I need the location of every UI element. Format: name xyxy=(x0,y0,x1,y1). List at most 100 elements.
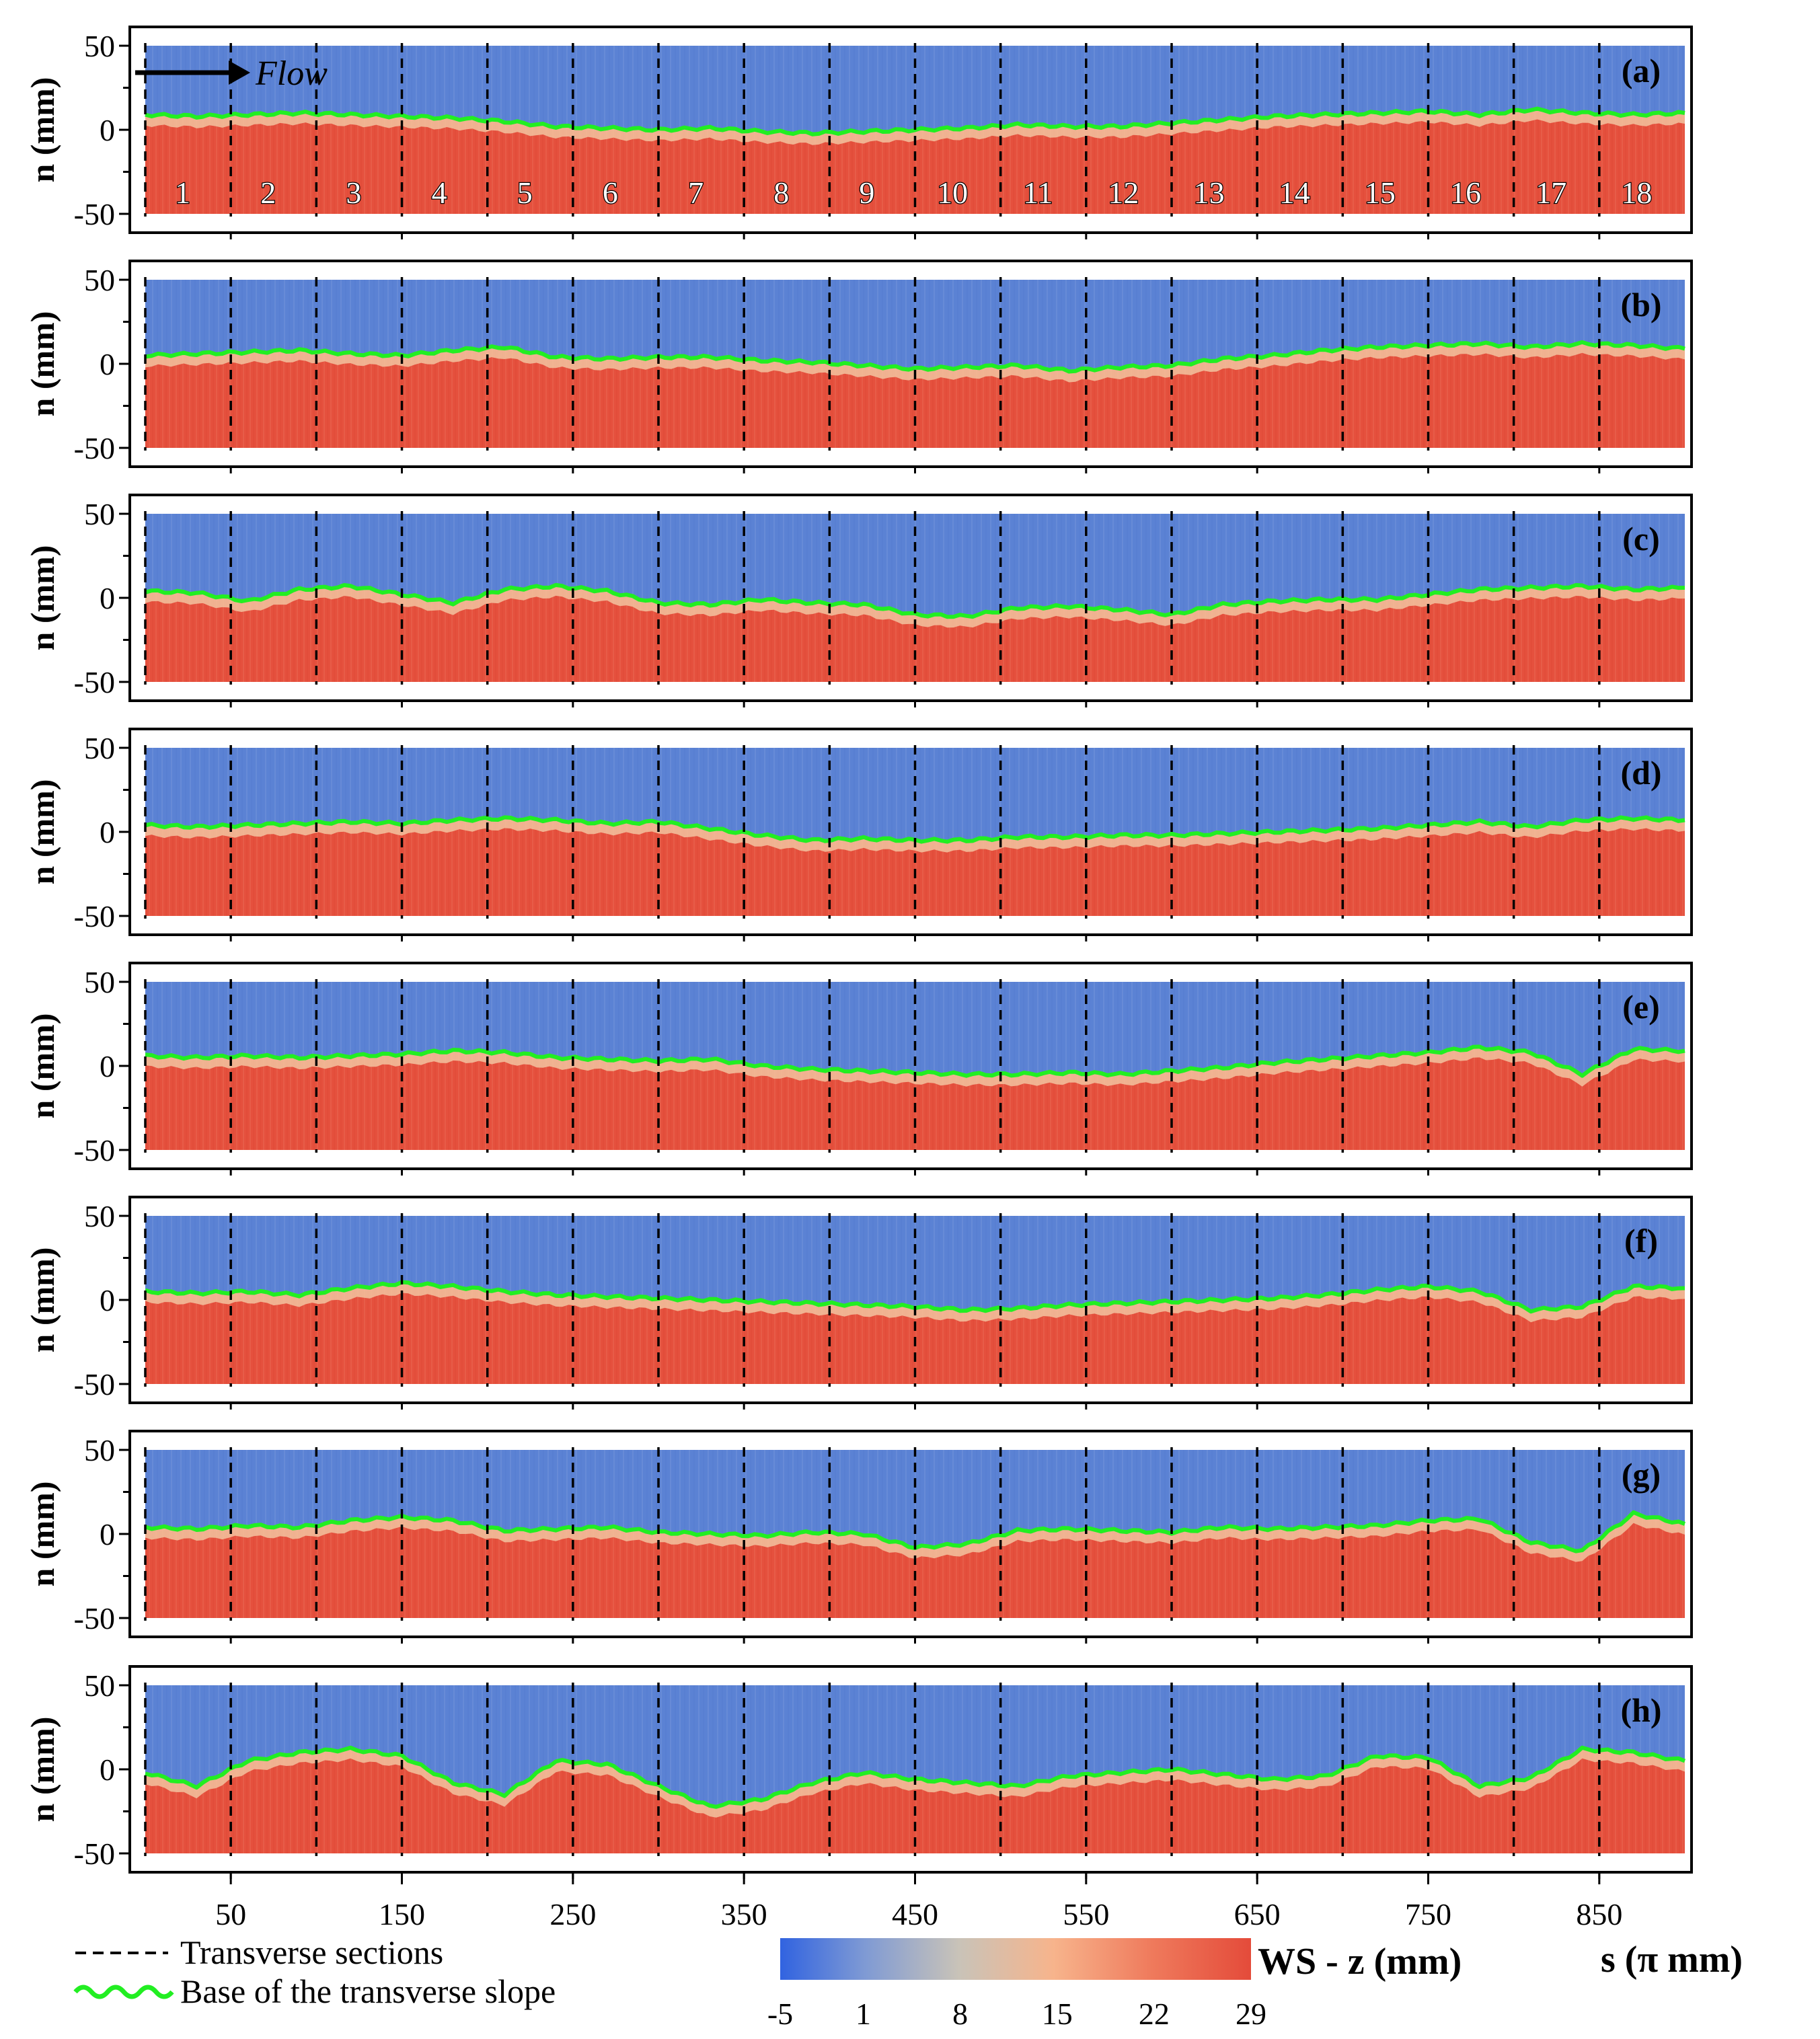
section-number: 5 xyxy=(517,176,533,210)
y-tick-label: 0 xyxy=(100,1517,115,1551)
x-tick-label: 750 xyxy=(1405,1897,1451,1931)
section-number: 6 xyxy=(603,176,618,210)
transition-band xyxy=(145,584,1685,628)
section-number: 16 xyxy=(1450,176,1481,210)
y-axis-label: n (mm) xyxy=(24,1717,61,1822)
panel-label: (d) xyxy=(1620,754,1661,792)
y-tick-label: 0 xyxy=(100,581,115,615)
section-number: 8 xyxy=(773,176,789,210)
y-tick-label: 50 xyxy=(84,1199,115,1233)
panel-f: 50 0 -50 n (mm) (f) xyxy=(24,1196,1693,1410)
section-number: 1 xyxy=(175,176,190,210)
x-axis-tick-labels: 50 150 250 350 450 550 650 750 850 xyxy=(215,1872,1622,1931)
flow-arrow-head xyxy=(229,61,250,85)
flow-label: Flow xyxy=(255,54,328,93)
panel-b: 50 0 -50 n (mm) (b) xyxy=(24,260,1693,473)
transition-band xyxy=(145,817,1685,853)
colorbar-tick-label: 15 xyxy=(1042,1997,1073,2031)
section-number: 18 xyxy=(1621,176,1652,210)
y-tick-label: 50 xyxy=(84,1433,115,1467)
panel-label: (g) xyxy=(1622,1456,1661,1494)
colorbar: WS - z (mm) -5 1 8 15 22 29 xyxy=(767,1938,1462,2031)
y-tick-label: 50 xyxy=(84,263,115,297)
section-number: 15 xyxy=(1365,176,1396,210)
legend-label-transverse-sections: Transverse sections xyxy=(180,1933,443,1971)
y-axis-label: n (mm) xyxy=(24,1482,61,1587)
panel-label: (h) xyxy=(1620,1691,1661,1729)
colorbar-tick-label: 8 xyxy=(952,1997,968,2031)
y-tick-label: 50 xyxy=(84,731,115,765)
colorbar-tick-label: 22 xyxy=(1139,1997,1170,2031)
x-tick-label: 150 xyxy=(379,1897,425,1931)
y-tick-label: 50 xyxy=(84,1668,115,1703)
y-tick-label: -50 xyxy=(74,1367,115,1401)
colorbar-tick-label: 1 xyxy=(856,1997,871,2031)
y-tick-label: -50 xyxy=(74,1133,115,1167)
bank-texture xyxy=(145,342,1685,448)
y-axis-label: n (mm) xyxy=(24,545,61,651)
y-tick-label: -50 xyxy=(74,1837,115,1871)
x-tick-label: 50 xyxy=(215,1897,246,1931)
colorbar-gradient xyxy=(780,1938,1251,1980)
panel-g: 50 0 -50 n (mm) (g) xyxy=(24,1430,1693,1644)
y-tick-label: -50 xyxy=(74,1601,115,1636)
section-number: 11 xyxy=(1023,176,1053,210)
panel-label: (a) xyxy=(1622,52,1661,89)
y-tick-label: -50 xyxy=(74,431,115,465)
y-tick-label: 0 xyxy=(100,1049,115,1083)
panel-h: 50 0 -50 n (mm) (h) xyxy=(24,1665,1693,1879)
section-number: 3 xyxy=(346,176,361,210)
panel-d: 50 0 -50 n (mm) (d) xyxy=(24,728,1693,941)
panel-label: (e) xyxy=(1622,988,1660,1026)
transition-band xyxy=(145,1512,1685,1562)
section-number: 13 xyxy=(1194,176,1225,210)
y-tick-label: 0 xyxy=(100,347,115,381)
section-number: 17 xyxy=(1535,176,1566,210)
transition-band xyxy=(145,108,1685,145)
transition-band xyxy=(145,1046,1685,1087)
y-axis-label: n (mm) xyxy=(24,1247,61,1353)
x-tick-label: 350 xyxy=(721,1897,767,1931)
y-tick-label: -50 xyxy=(74,899,115,933)
section-number: 7 xyxy=(688,176,704,210)
y-axis-label: n (mm) xyxy=(24,1013,61,1119)
x-tick-label: 550 xyxy=(1063,1897,1109,1931)
panel-c: 50 0 -50 n (mm) (c) xyxy=(24,494,1693,707)
colorbar-tick-label: 29 xyxy=(1236,1997,1266,2031)
section-number: 2 xyxy=(260,176,276,210)
y-tick-label: -50 xyxy=(74,197,115,231)
y-axis-label: n (mm) xyxy=(24,779,61,885)
y-tick-label: 50 xyxy=(84,965,115,999)
x-axis-label: s (π mm) xyxy=(1601,1939,1743,1980)
bank-texture xyxy=(145,1282,1685,1384)
legend-wavy-line xyxy=(73,1985,174,1999)
y-tick-label: 50 xyxy=(84,29,115,63)
panel-label: (b) xyxy=(1620,286,1661,323)
section-number: 12 xyxy=(1108,176,1139,210)
x-tick-label: 250 xyxy=(549,1897,596,1931)
y-axis-label: n (mm) xyxy=(24,311,61,417)
section-number: 9 xyxy=(859,176,874,210)
colorbar-title: WS - z (mm) xyxy=(1258,1941,1462,1983)
section-number: 10 xyxy=(937,176,968,210)
y-tick-label: 0 xyxy=(100,113,115,147)
y-tick-label: 50 xyxy=(84,497,115,531)
y-tick-label: 0 xyxy=(100,1283,115,1317)
x-tick-label: 650 xyxy=(1234,1897,1281,1931)
legend-label-base-slope: Base of the transverse slope xyxy=(180,1972,556,2010)
colorbar-tick-label: -5 xyxy=(767,1997,793,2031)
section-number: 14 xyxy=(1279,176,1310,210)
x-tick-label: 850 xyxy=(1576,1897,1622,1931)
y-tick-label: -50 xyxy=(74,665,115,699)
bank-texture xyxy=(145,1747,1685,1853)
y-tick-label: 0 xyxy=(100,815,115,849)
y-tick-label: 0 xyxy=(100,1753,115,1787)
panel-label: (c) xyxy=(1622,520,1660,557)
panel-e: 50 0 -50 n (mm) (e) xyxy=(24,962,1693,1176)
legend: Transverse sections Base of the transver… xyxy=(73,1933,556,2010)
panel-a: 500-50n (mm)(a)1 2 3 4 5 6 7 8 9 10 11 12 13 14 15 16 17… xyxy=(24,26,1693,239)
y-axis-label: n (mm) xyxy=(24,77,61,183)
x-tick-label: 450 xyxy=(892,1897,938,1931)
section-number: 4 xyxy=(432,176,447,210)
